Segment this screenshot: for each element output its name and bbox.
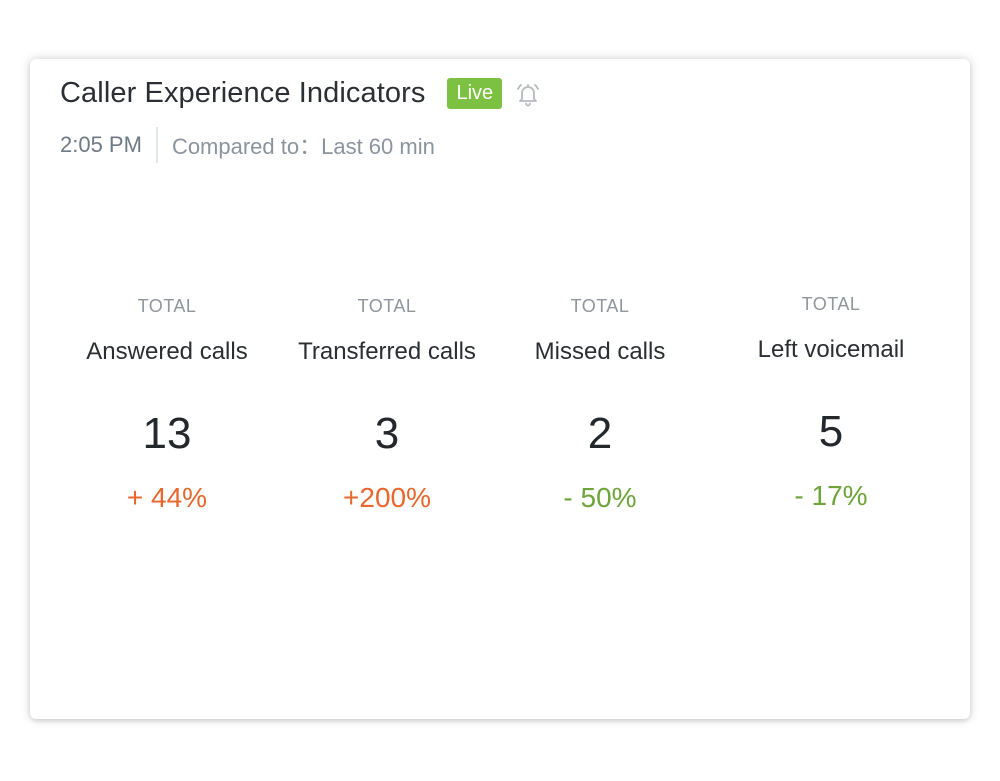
metric-value: 2 — [587, 409, 613, 458]
metric-transferred-calls: TOTAL Transferred calls 3 +200% — [272, 295, 502, 515]
divider — [155, 127, 158, 163]
metric-label: Left voicemail — [757, 336, 905, 363]
metric-change: - 50% — [563, 482, 637, 513]
metric-left-voicemail: TOTAL Left voicemail 5 - 17% — [716, 293, 946, 513]
bell-icon[interactable] — [514, 80, 542, 108]
metric-label: Answered calls — [86, 338, 248, 365]
current-time: 2:05 PM — [60, 132, 142, 157]
metric-caption: TOTAL — [137, 296, 197, 316]
metric-caption: TOTAL — [570, 296, 630, 316]
metric-change: + 44% — [126, 482, 208, 513]
metric-value: 3 — [374, 409, 400, 458]
metric-caption: TOTAL — [801, 294, 861, 314]
metric-change: +200% — [343, 482, 431, 513]
time-comparison-row: 2:05 PM Compared to：Last 60 min — [60, 127, 435, 163]
comparison-period: Compared to：Last 60 min — [171, 134, 435, 159]
metric-label: Transferred calls — [298, 338, 476, 365]
metric-value: 13 — [142, 409, 192, 458]
metric-change: - 17% — [794, 480, 868, 511]
metric-value: 5 — [818, 407, 844, 456]
metric-label: Missed calls — [534, 338, 666, 365]
metric-answered-calls: TOTAL Answered calls 13 + 44% — [52, 295, 282, 515]
metric-missed-calls: TOTAL Missed calls 2 - 50% — [485, 295, 715, 515]
card-title: Caller Experience Indicators — [60, 77, 426, 109]
metric-caption: TOTAL — [357, 296, 417, 316]
caller-experience-card: Caller Experience Indicators Live 2:05 P… — [30, 59, 970, 719]
card-header: Caller Experience Indicators Live — [60, 77, 542, 110]
live-badge: Live — [447, 78, 503, 109]
